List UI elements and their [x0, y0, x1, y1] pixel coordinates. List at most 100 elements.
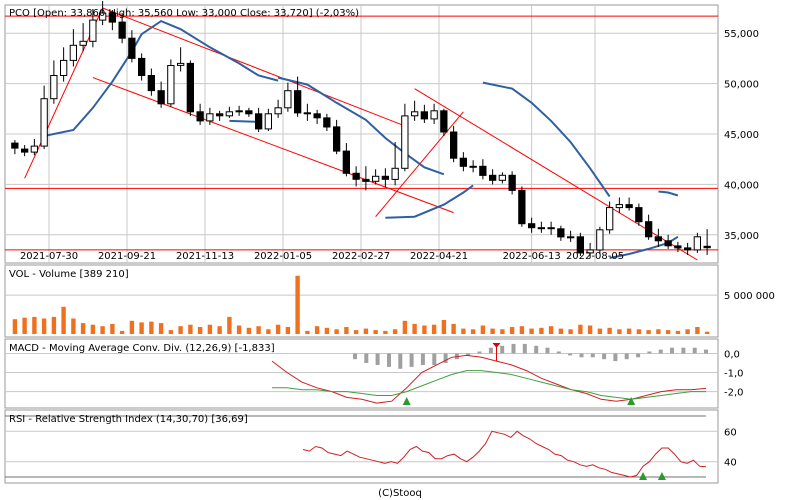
volume-bar: [509, 327, 515, 334]
volume-bar: [704, 331, 710, 334]
candle-up: [391, 167, 399, 180]
volume-bar: [412, 323, 417, 334]
price-x-tick-label: 2021-09-21: [98, 251, 156, 262]
volume-bar: [607, 327, 612, 334]
volume-bar: [334, 329, 339, 334]
price-y-tick-label: 55,000: [724, 29, 759, 40]
moving-average-line: [658, 190, 679, 197]
candle-up: [606, 207, 614, 231]
volume-bar: [597, 328, 603, 334]
volume-bar: [80, 323, 86, 334]
macd-histogram-bar: [443, 353, 448, 363]
candle-up: [50, 75, 58, 100]
candle-up: [177, 62, 185, 66]
macd-histogram-bar: [658, 349, 663, 354]
macd-histogram-bar: [579, 353, 584, 358]
macd-histogram-bar: [420, 353, 425, 365]
volume-bar: [168, 330, 174, 334]
volume-bar: [197, 327, 203, 334]
candle-down: [323, 117, 331, 128]
candle-down: [342, 150, 351, 174]
macd-histogram-bar: [556, 351, 561, 354]
candle-up: [79, 40, 87, 46]
candle-up: [693, 236, 702, 251]
candle-down: [576, 236, 585, 254]
moving-average-line: [43, 19, 279, 137]
rsi-line: [302, 430, 707, 478]
candle-down: [450, 131, 458, 159]
candle-down: [654, 236, 663, 242]
candle-up: [615, 204, 624, 209]
volume-bar: [500, 329, 505, 334]
macd-histogram-bar: [466, 353, 471, 356]
macd-histogram-bar: [387, 353, 391, 367]
volume-bar: [305, 330, 310, 334]
volume-plot-frame: [4, 264, 719, 338]
price-x-tick-label: 2022-02-27: [332, 251, 390, 262]
macd-panel-title: MACD - Moving Average Conv. Div. (12,26,…: [9, 343, 275, 354]
macd-histogram-bar: [590, 353, 595, 358]
macd-histogram-bar: [704, 349, 708, 354]
volume-bar: [548, 326, 554, 334]
volume-bar: [665, 330, 671, 334]
candle-up: [264, 113, 273, 130]
volume-bar: [363, 328, 369, 334]
volume-bar: [441, 320, 447, 334]
candle-up: [40, 98, 48, 147]
volume-bar: [617, 329, 622, 334]
macd-histogram-bar: [511, 343, 516, 354]
volume-bar: [480, 325, 486, 334]
volume-bar: [188, 324, 193, 334]
candle-up: [284, 90, 292, 109]
candle-down: [489, 174, 497, 181]
macd-histogram-bar: [500, 345, 505, 354]
price-x-tick-label: 2022-06-13: [503, 251, 561, 262]
volume-bar: [149, 321, 154, 334]
candle-down: [381, 175, 390, 180]
candle-down: [703, 245, 711, 249]
volume-bar: [119, 330, 125, 334]
volume-bar: [12, 319, 18, 334]
candle-up: [537, 227, 546, 230]
macd-histogram-bar: [681, 347, 686, 354]
candle-down: [118, 21, 126, 39]
macd-histogram-bar: [522, 343, 527, 354]
candle-down: [635, 207, 643, 223]
candle-up: [30, 145, 39, 153]
rsi-plot-frame: [4, 409, 719, 484]
volume-panel: VOL - Volume [389 210] 5 000 000: [4, 264, 775, 338]
volume-bar: [324, 327, 330, 334]
rsi-y-tick-label: 60: [724, 427, 737, 438]
volume-bar: [568, 329, 573, 334]
volume-bar: [207, 324, 213, 334]
price-x-tick-label: 2021-11-13: [176, 251, 234, 262]
price-x-tick-label: 2022-04-21: [410, 251, 468, 262]
macd-y-tick-label: -2,0: [724, 388, 744, 399]
macd-plot-frame: [4, 338, 719, 409]
macd-buy-signal-marker: [627, 397, 636, 405]
candle-up: [206, 113, 214, 122]
candle-up: [430, 110, 438, 120]
macd-histogram-bar: [488, 347, 493, 354]
price-y-tick-label: 40,000: [724, 180, 759, 191]
candle-up: [567, 236, 575, 239]
candle-down: [664, 240, 672, 247]
price-panel-title: PCO [Open: 33,860 High: 35,560 Low: 33,0…: [9, 8, 359, 19]
candle-down: [518, 189, 526, 225]
candle-down: [245, 110, 253, 115]
volume-bar: [71, 318, 76, 334]
volume-bar: [236, 325, 242, 334]
macd-histogram-bar: [647, 351, 652, 354]
moving-average-line: [385, 184, 474, 219]
macd-histogram-bar: [409, 353, 414, 367]
volume-bar: [558, 328, 564, 334]
candle-up: [60, 59, 68, 77]
volume-bar: [90, 324, 96, 334]
macd-histogram-bar: [364, 353, 369, 363]
macd-panel: MACD - Moving Average Conv. Div. (12,26,…: [4, 338, 744, 409]
macd-signal-line: [272, 370, 706, 400]
volume-bar: [51, 316, 57, 334]
volume-bar: [32, 316, 37, 334]
rsi-panel: RSI - Relative Strength Index (14,30,70)…: [4, 409, 737, 484]
macd-histogram-bar: [670, 347, 674, 354]
